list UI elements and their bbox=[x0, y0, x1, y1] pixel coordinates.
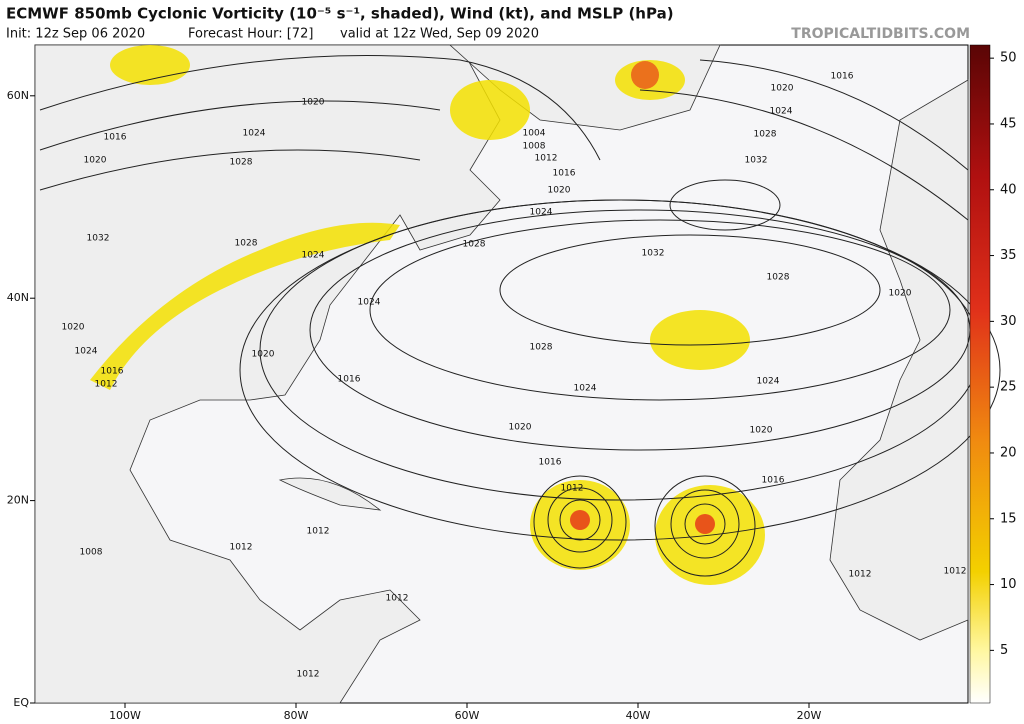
lon-label: 40W bbox=[626, 709, 651, 722]
isobar-label: 1020 bbox=[302, 98, 325, 108]
isobar-label: 1012 bbox=[230, 543, 253, 553]
isobar-label: 1012 bbox=[561, 484, 584, 494]
vorticity-band bbox=[90, 222, 400, 390]
isobar-label: 1016 bbox=[762, 476, 785, 486]
lat-label: 20N bbox=[7, 494, 29, 507]
isobar-label: 1016 bbox=[831, 72, 854, 82]
isobar-label: 1020 bbox=[62, 323, 85, 333]
colorbar-label: 40 bbox=[1000, 182, 1017, 197]
isobar-label: 1016 bbox=[104, 133, 127, 143]
isobar-label: 1012 bbox=[307, 527, 330, 537]
isobar-label: 1028 bbox=[767, 273, 790, 283]
isobar-label: 1028 bbox=[230, 158, 253, 168]
isobar-label: 1028 bbox=[463, 240, 486, 250]
hurricane bbox=[570, 510, 590, 530]
isobar-label: 1020 bbox=[84, 156, 107, 166]
isobar-label: 1012 bbox=[535, 154, 558, 164]
colorbar-label: 10 bbox=[1000, 577, 1017, 592]
isobar-label: 1012 bbox=[944, 567, 967, 577]
isobar-label: 1020 bbox=[889, 289, 912, 299]
forecast-hour: Forecast Hour: [72] bbox=[188, 27, 313, 42]
isobar-label: 1020 bbox=[509, 423, 532, 433]
vorticity bbox=[450, 80, 530, 140]
colorbar-label: 15 bbox=[1000, 511, 1017, 526]
isobar-label: 1016 bbox=[338, 375, 361, 385]
lon-label: 100W bbox=[109, 709, 141, 722]
watermark: TROPICALTIDBITS.COM bbox=[791, 26, 970, 42]
isobar-label: 1020 bbox=[750, 426, 773, 436]
isobar-label: 1028 bbox=[530, 343, 553, 353]
isobar-label: 1004 bbox=[523, 129, 546, 139]
isobar-label: 1024 bbox=[75, 347, 98, 357]
lon-label: 20W bbox=[797, 709, 822, 722]
isobar-label: 1016 bbox=[553, 169, 576, 179]
valid-time: valid at 12z Wed, Sep 09 2020 bbox=[340, 27, 539, 42]
isobar-label: 1012 bbox=[386, 594, 409, 604]
map-area bbox=[34, 44, 1001, 704]
colorbar-label: 45 bbox=[1000, 116, 1017, 131]
isobar-label: 1020 bbox=[252, 350, 275, 360]
init: Init: 12z Sep 06 2020 bbox=[6, 27, 145, 42]
isobar-label: 1024 bbox=[302, 251, 325, 261]
colorbar-label: 35 bbox=[1000, 248, 1017, 263]
isobar-label: 1024 bbox=[358, 298, 381, 308]
colorbar-label: 25 bbox=[1000, 380, 1017, 395]
lat-label: EQ bbox=[13, 696, 29, 709]
isobar-label: 1024 bbox=[757, 377, 780, 387]
low bbox=[631, 61, 659, 89]
north-america bbox=[34, 44, 501, 704]
isobar-label: 1028 bbox=[235, 239, 258, 249]
colorbar bbox=[969, 44, 991, 704]
lat-label: 40N bbox=[7, 291, 29, 304]
hurricane bbox=[695, 514, 715, 534]
colorbar-label: 30 bbox=[1000, 314, 1017, 329]
colorbar-label: 50 bbox=[1000, 51, 1017, 66]
title: ECMWF 850mb Cyclonic Vorticity (10⁻⁵ s⁻¹… bbox=[6, 5, 674, 23]
lon-label: 60W bbox=[455, 709, 480, 722]
isobar-label: 1020 bbox=[548, 186, 571, 196]
lat-label: 60N bbox=[7, 89, 29, 102]
isobar-label: 1028 bbox=[754, 130, 777, 140]
isobar-label: 1008 bbox=[523, 142, 546, 152]
isobar-label: 1012 bbox=[95, 380, 118, 390]
isobar-label: 1016 bbox=[101, 367, 124, 377]
isobar-label: 1024 bbox=[243, 129, 266, 139]
lon-label: 80W bbox=[284, 709, 309, 722]
cuba bbox=[278, 477, 382, 511]
isobar-label: 1024 bbox=[530, 208, 553, 218]
isobar-label: 1024 bbox=[574, 384, 597, 394]
colorbar-label: 20 bbox=[1000, 445, 1017, 460]
isobar-label: 1020 bbox=[771, 84, 794, 94]
isobar-label: 1032 bbox=[642, 249, 665, 259]
isobar-label: 1032 bbox=[745, 156, 768, 166]
colorbar-label: 5 bbox=[1000, 643, 1008, 658]
isobar-label: 1012 bbox=[297, 670, 320, 680]
isobar-label: 1016 bbox=[539, 458, 562, 468]
isobar-label: 1024 bbox=[770, 107, 793, 117]
vorticity bbox=[650, 310, 750, 370]
isobar-label: 1032 bbox=[87, 234, 110, 244]
isobar-label: 1012 bbox=[849, 570, 872, 580]
isobar-label: 1008 bbox=[80, 548, 103, 558]
